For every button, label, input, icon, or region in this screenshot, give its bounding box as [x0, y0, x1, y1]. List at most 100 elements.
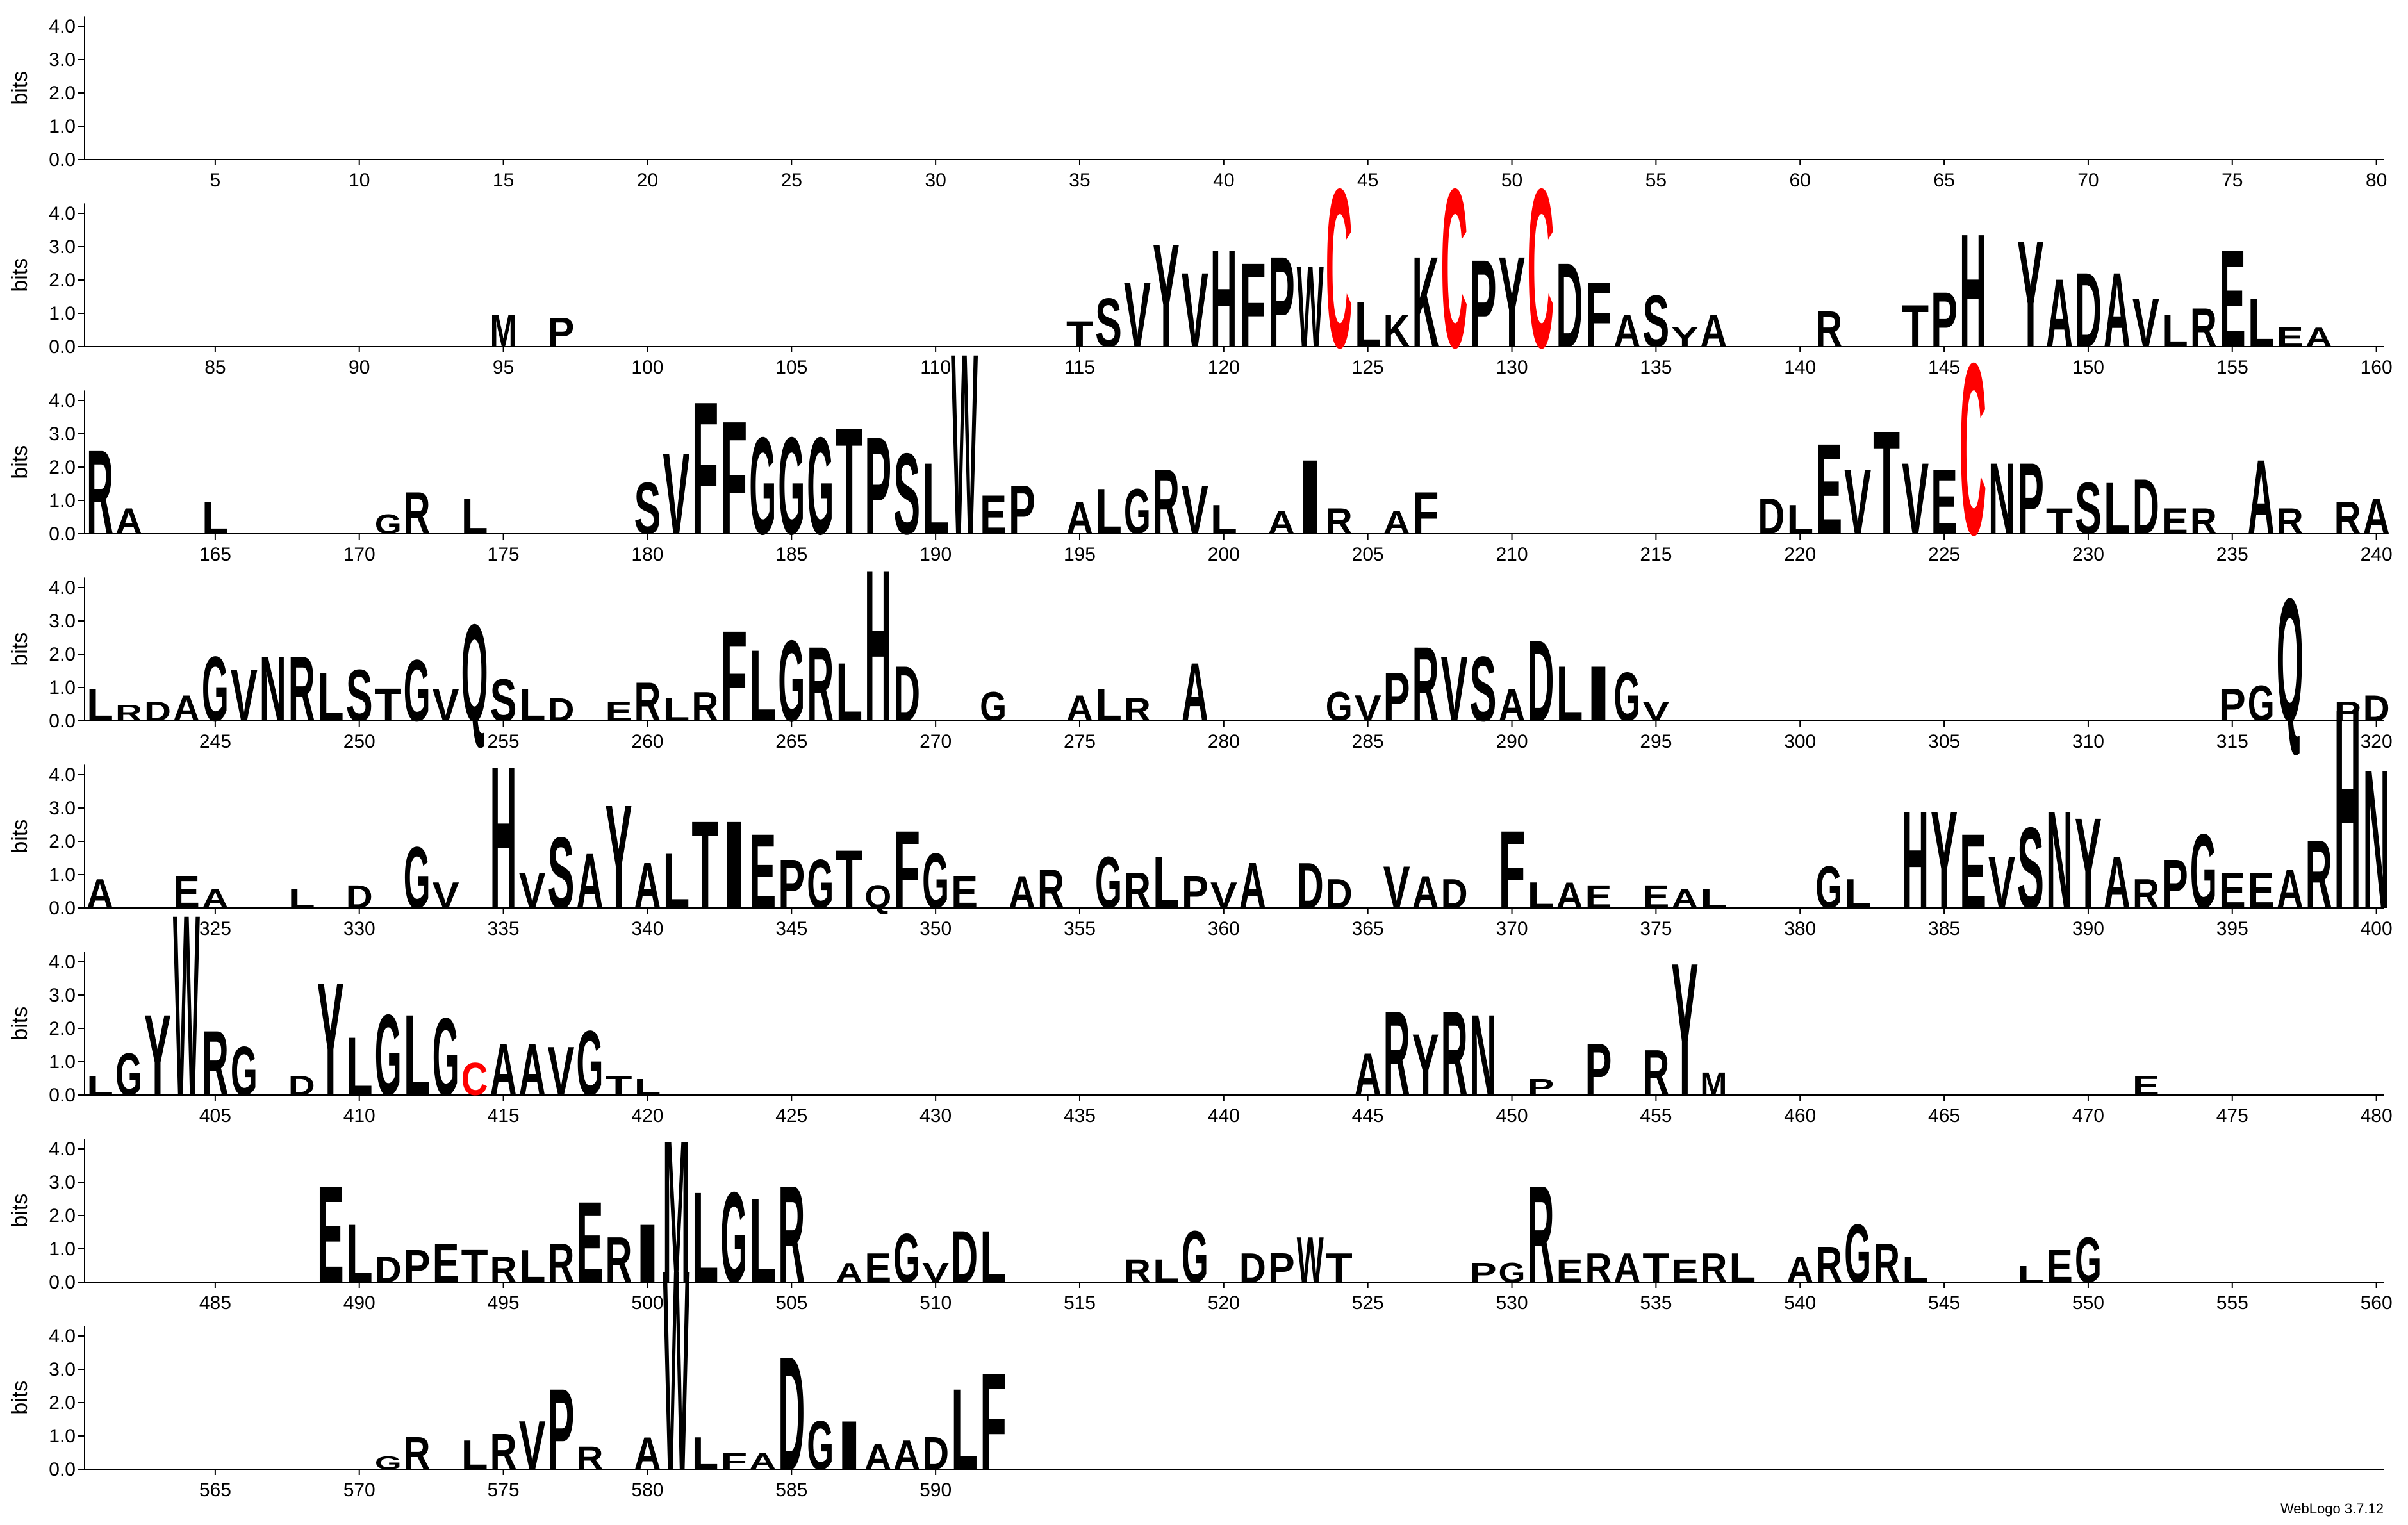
logo-letter: R [490, 1424, 517, 1481]
x-tick-label: 485 [199, 1292, 231, 1314]
logo-letter: Y [605, 774, 632, 939]
y-tick-label: 4.0 [49, 577, 76, 598]
x-tick-label: 40 [1213, 170, 1234, 191]
logo-letter: A [1671, 883, 1698, 914]
logo-letter: V [231, 654, 258, 736]
logo-letter: I [1585, 650, 1612, 738]
x-tick-label: 105 [775, 357, 807, 378]
logo-letter: T [1326, 1244, 1353, 1290]
logo-letter: G [1499, 1257, 1526, 1288]
x-tick-label: 185 [775, 544, 807, 565]
logo-letter: I [634, 1207, 661, 1300]
logo-letter: L [346, 1207, 373, 1300]
x-tick-label: 220 [1784, 544, 1816, 565]
logo-letter: N [2363, 728, 2390, 950]
x-tick-label: 55 [1645, 170, 1667, 191]
x-tick-label: 210 [1496, 544, 1528, 565]
logo-letter: F [720, 604, 747, 748]
logo-letter: K [1383, 305, 1410, 356]
logo-letter: V [519, 1407, 546, 1485]
logo-letter: G [2248, 675, 2275, 732]
logo-letter: E [1585, 878, 1612, 915]
logo-letter: V [663, 429, 689, 559]
x-tick-label: 65 [1933, 170, 1954, 191]
x-tick-label: 570 [343, 1480, 375, 1501]
x-tick-label: 470 [2072, 1105, 2104, 1126]
x-tick-label: 180 [631, 544, 663, 565]
logo-letter: R [1815, 1237, 1842, 1294]
logo-letter: A [577, 837, 604, 925]
logo-letter: A [836, 1257, 862, 1288]
x-tick-label: 230 [2072, 544, 2104, 565]
logo-letter: L [1556, 650, 1583, 738]
logo-letter: A [2277, 857, 2304, 919]
logo-letter: T [2046, 500, 2073, 541]
logo-letter: R [1153, 451, 1180, 554]
x-tick-label: 90 [349, 357, 370, 378]
logo-letter: R [2334, 492, 2361, 543]
x-tick-label: 30 [925, 170, 946, 191]
logo-letter: A [864, 1436, 891, 1477]
logo-letter: V [433, 679, 459, 730]
logo-letter: P [1470, 234, 1497, 374]
y-tick-label: 4.0 [49, 203, 76, 224]
logo-letter: E [577, 1178, 604, 1307]
x-tick-label: 155 [2216, 357, 2248, 378]
logo-letter: G [749, 408, 776, 564]
y-axis-label: bits [8, 258, 32, 292]
logo-letter: L [404, 991, 431, 1120]
y-tick-label: 0.0 [49, 711, 76, 732]
logo-letter: D [1239, 1244, 1266, 1290]
x-tick-label: 260 [631, 731, 663, 752]
logo-letter: Q [2277, 562, 2304, 759]
x-tick-label: 215 [1640, 544, 1672, 565]
logo-letter: A [202, 883, 229, 914]
logo-letter: L [749, 1173, 776, 1308]
x-tick-label: 500 [631, 1292, 663, 1314]
logo-letter: W [1297, 1224, 1324, 1297]
y-tick-label: 3.0 [49, 1359, 76, 1380]
logo-letter: T [1066, 313, 1093, 354]
x-tick-label: 405 [199, 1105, 231, 1126]
logo-letter: V [922, 1257, 949, 1288]
logo-letter: A [1700, 305, 1727, 356]
logo-letter: A [749, 1448, 776, 1474]
logo-letter: P [1585, 1028, 1612, 1110]
logo-letter: C [1326, 143, 1353, 396]
logo-letter: E [2277, 322, 2304, 352]
logo-letter: F [1585, 264, 1612, 367]
logo-letter: G [1326, 683, 1353, 729]
x-tick-label: 450 [1496, 1105, 1528, 1126]
x-tick-label: 25 [781, 170, 802, 191]
logo-letter: E [2219, 221, 2246, 377]
logo-letter: A [1066, 492, 1093, 543]
logo-letter: E [951, 866, 978, 918]
y-tick-label: 4.0 [49, 1139, 76, 1160]
logo-letter: E [433, 1232, 459, 1294]
logo-letter: R [2277, 500, 2304, 541]
x-tick-label: 540 [1784, 1292, 1816, 1314]
logo-letter: N [2046, 782, 2073, 938]
logo-letter: A [490, 1028, 517, 1110]
logo-letter: E [2132, 1070, 2159, 1101]
logo-letter: V [1355, 688, 1381, 729]
logo-letter: G [778, 408, 805, 564]
y-axis-label: bits [8, 71, 32, 105]
y-tick-label: 3.0 [49, 424, 76, 445]
logo-letter: D [1556, 238, 1583, 372]
logo-letter: A [1355, 1041, 1381, 1109]
x-tick-label: 100 [631, 357, 663, 378]
x-tick-label: 270 [919, 731, 952, 752]
y-tick-label: 2.0 [49, 831, 76, 852]
logo-letter: A [2104, 251, 2131, 370]
logo-letter: G [404, 642, 431, 740]
logo-letter: L [691, 1428, 718, 1479]
logo-letter: H [864, 524, 891, 768]
x-tick-label: 545 [1928, 1292, 1960, 1314]
logo-letter: A [173, 688, 200, 729]
logo-letter: F [1239, 238, 1266, 372]
y-axis-label: bits [8, 1381, 32, 1415]
x-tick-label: 410 [343, 1105, 375, 1126]
logo-letter: W [951, 300, 978, 589]
logo-letter: W [173, 861, 200, 1151]
